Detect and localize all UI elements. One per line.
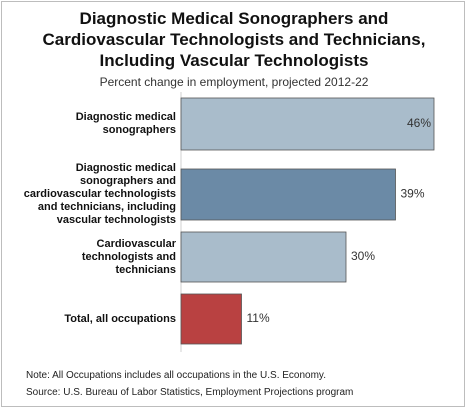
value-label: 46% [407, 116, 431, 130]
bar [180, 97, 435, 151]
bar [180, 293, 242, 345]
category-label: Total, all occupations [64, 312, 176, 325]
chart-subtitle: Percent change in employment, projected … [99, 75, 369, 89]
note: Note: All Occupations includes all occup… [26, 370, 326, 381]
bar [180, 168, 396, 221]
value-label: 11% [247, 311, 270, 325]
category-label: Diagnostic medical sonographers and card… [23, 162, 176, 226]
value-label: 39% [401, 187, 425, 201]
category-label: Diagnostic medical sonographers [75, 111, 176, 136]
value-label: 30% [351, 249, 375, 263]
frame [1, 1, 465, 407]
source: Source: U.S. Bureau of Labor Statistics,… [26, 387, 354, 398]
category-label: Cardiovascular technologists and technic… [81, 237, 176, 276]
bar [180, 231, 347, 283]
chart-title: Diagnostic Medical Sonographers and Card… [42, 9, 426, 70]
